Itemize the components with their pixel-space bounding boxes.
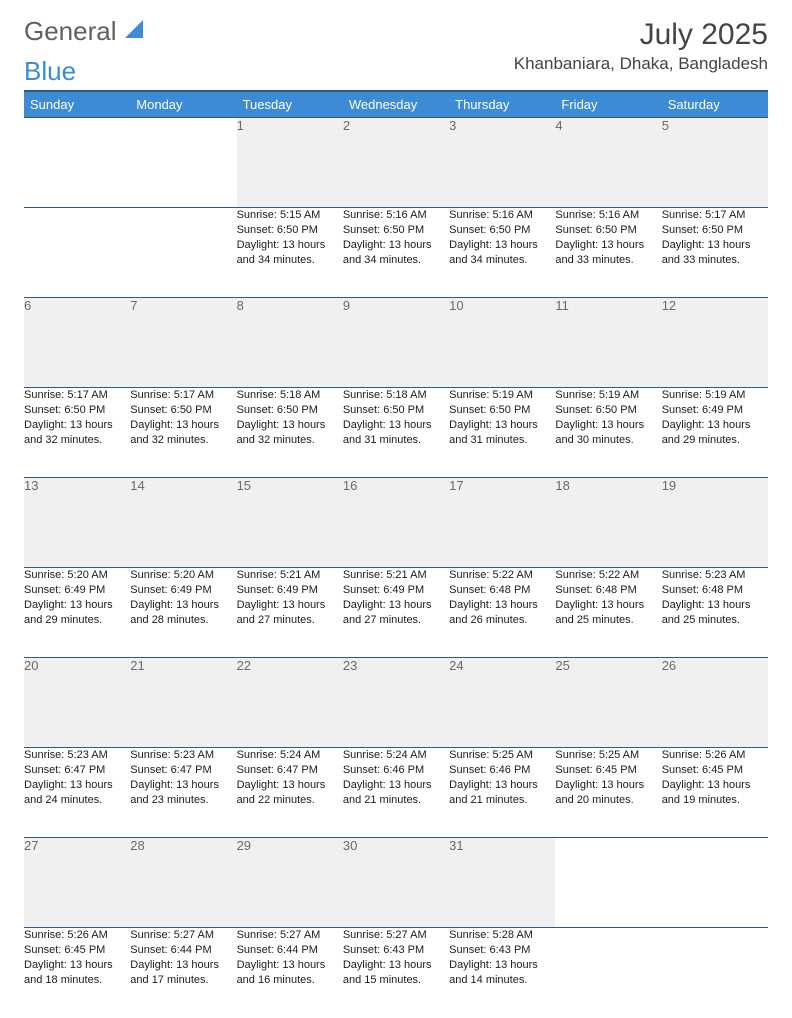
day-header: Saturday bbox=[662, 91, 768, 118]
location-label: Khanbaniara, Dhaka, Bangladesh bbox=[514, 54, 768, 74]
day-detail-cell: Sunrise: 5:20 AMSunset: 6:49 PMDaylight:… bbox=[130, 568, 236, 658]
day-number-cell: 3 bbox=[449, 118, 555, 208]
day-detail-cell: Sunrise: 5:21 AMSunset: 6:49 PMDaylight:… bbox=[343, 568, 449, 658]
day-detail-cell: Sunrise: 5:17 AMSunset: 6:50 PMDaylight:… bbox=[662, 208, 768, 298]
day-detail-cell: Sunrise: 5:17 AMSunset: 6:50 PMDaylight:… bbox=[130, 388, 236, 478]
day-detail-cell: Sunrise: 5:19 AMSunset: 6:49 PMDaylight:… bbox=[662, 388, 768, 478]
calendar-daynum-row: 6789101112 bbox=[24, 298, 768, 388]
day-detail-cell: Sunrise: 5:23 AMSunset: 6:47 PMDaylight:… bbox=[130, 748, 236, 838]
day-detail-cell: Sunrise: 5:18 AMSunset: 6:50 PMDaylight:… bbox=[237, 388, 343, 478]
day-number-cell: 9 bbox=[343, 298, 449, 388]
calendar-daynum-row: 12345 bbox=[24, 118, 768, 208]
title-block: July 2025 Khanbaniara, Dhaka, Bangladesh bbox=[514, 18, 768, 74]
day-number-cell: 18 bbox=[555, 478, 661, 568]
day-detail-cell: Sunrise: 5:20 AMSunset: 6:49 PMDaylight:… bbox=[24, 568, 130, 658]
calendar-detail-row: Sunrise: 5:15 AMSunset: 6:50 PMDaylight:… bbox=[24, 208, 768, 298]
day-detail-cell bbox=[130, 208, 236, 298]
calendar-daynum-row: 2728293031 bbox=[24, 838, 768, 928]
day-number-cell: 28 bbox=[130, 838, 236, 928]
day-header: Wednesday bbox=[343, 91, 449, 118]
day-number-cell: 29 bbox=[237, 838, 343, 928]
day-number-cell: 19 bbox=[662, 478, 768, 568]
day-number-cell: 31 bbox=[449, 838, 555, 928]
day-number-cell: 24 bbox=[449, 658, 555, 748]
day-number-cell: 20 bbox=[24, 658, 130, 748]
day-detail-cell: Sunrise: 5:15 AMSunset: 6:50 PMDaylight:… bbox=[237, 208, 343, 298]
day-number-cell: 10 bbox=[449, 298, 555, 388]
calendar-body: 12345Sunrise: 5:15 AMSunset: 6:50 PMDayl… bbox=[24, 118, 768, 1018]
calendar-daynum-row: 20212223242526 bbox=[24, 658, 768, 748]
day-detail-cell: Sunrise: 5:26 AMSunset: 6:45 PMDaylight:… bbox=[662, 748, 768, 838]
day-number-cell: 21 bbox=[130, 658, 236, 748]
day-detail-cell bbox=[24, 208, 130, 298]
day-number-cell: 22 bbox=[237, 658, 343, 748]
day-detail-cell: Sunrise: 5:25 AMSunset: 6:46 PMDaylight:… bbox=[449, 748, 555, 838]
calendar-daynum-row: 13141516171819 bbox=[24, 478, 768, 568]
day-number-cell: 2 bbox=[343, 118, 449, 208]
day-number-cell: 25 bbox=[555, 658, 661, 748]
calendar-detail-row: Sunrise: 5:20 AMSunset: 6:49 PMDaylight:… bbox=[24, 568, 768, 658]
logo-text-2: Blue bbox=[24, 58, 76, 84]
day-number-cell: 23 bbox=[343, 658, 449, 748]
day-detail-cell: Sunrise: 5:19 AMSunset: 6:50 PMDaylight:… bbox=[449, 388, 555, 478]
day-detail-cell: Sunrise: 5:25 AMSunset: 6:45 PMDaylight:… bbox=[555, 748, 661, 838]
day-detail-cell: Sunrise: 5:22 AMSunset: 6:48 PMDaylight:… bbox=[555, 568, 661, 658]
day-detail-cell: Sunrise: 5:16 AMSunset: 6:50 PMDaylight:… bbox=[343, 208, 449, 298]
logo-text-1: General bbox=[24, 18, 117, 44]
day-number-cell bbox=[555, 838, 661, 928]
day-number-cell: 16 bbox=[343, 478, 449, 568]
day-detail-cell: Sunrise: 5:24 AMSunset: 6:46 PMDaylight:… bbox=[343, 748, 449, 838]
day-number-cell: 12 bbox=[662, 298, 768, 388]
day-detail-cell: Sunrise: 5:17 AMSunset: 6:50 PMDaylight:… bbox=[24, 388, 130, 478]
day-detail-cell: Sunrise: 5:19 AMSunset: 6:50 PMDaylight:… bbox=[555, 388, 661, 478]
day-number-cell: 4 bbox=[555, 118, 661, 208]
day-number-cell bbox=[24, 118, 130, 208]
day-detail-cell: Sunrise: 5:26 AMSunset: 6:45 PMDaylight:… bbox=[24, 928, 130, 1018]
day-header: Sunday bbox=[24, 91, 130, 118]
day-number-cell bbox=[130, 118, 236, 208]
day-number-cell bbox=[662, 838, 768, 928]
day-detail-cell: Sunrise: 5:16 AMSunset: 6:50 PMDaylight:… bbox=[449, 208, 555, 298]
day-header: Friday bbox=[555, 91, 661, 118]
calendar-table: SundayMondayTuesdayWednesdayThursdayFrid… bbox=[24, 90, 768, 1018]
day-number-cell: 15 bbox=[237, 478, 343, 568]
day-number-cell: 17 bbox=[449, 478, 555, 568]
day-detail-cell: Sunrise: 5:27 AMSunset: 6:44 PMDaylight:… bbox=[237, 928, 343, 1018]
month-title: July 2025 bbox=[514, 18, 768, 52]
day-detail-cell: Sunrise: 5:27 AMSunset: 6:43 PMDaylight:… bbox=[343, 928, 449, 1018]
day-detail-cell: Sunrise: 5:22 AMSunset: 6:48 PMDaylight:… bbox=[449, 568, 555, 658]
calendar-header-row: SundayMondayTuesdayWednesdayThursdayFrid… bbox=[24, 91, 768, 118]
day-detail-cell: Sunrise: 5:23 AMSunset: 6:47 PMDaylight:… bbox=[24, 748, 130, 838]
day-detail-cell: Sunrise: 5:21 AMSunset: 6:49 PMDaylight:… bbox=[237, 568, 343, 658]
calendar-detail-row: Sunrise: 5:26 AMSunset: 6:45 PMDaylight:… bbox=[24, 928, 768, 1018]
day-detail-cell: Sunrise: 5:24 AMSunset: 6:47 PMDaylight:… bbox=[237, 748, 343, 838]
day-number-cell: 26 bbox=[662, 658, 768, 748]
day-detail-cell: Sunrise: 5:16 AMSunset: 6:50 PMDaylight:… bbox=[555, 208, 661, 298]
day-number-cell: 6 bbox=[24, 298, 130, 388]
day-number-cell: 5 bbox=[662, 118, 768, 208]
logo: General bbox=[24, 18, 145, 44]
day-number-cell: 8 bbox=[237, 298, 343, 388]
day-header: Monday bbox=[130, 91, 236, 118]
day-number-cell: 13 bbox=[24, 478, 130, 568]
day-detail-cell bbox=[662, 928, 768, 1018]
day-number-cell: 30 bbox=[343, 838, 449, 928]
day-detail-cell: Sunrise: 5:23 AMSunset: 6:48 PMDaylight:… bbox=[662, 568, 768, 658]
calendar-detail-row: Sunrise: 5:23 AMSunset: 6:47 PMDaylight:… bbox=[24, 748, 768, 838]
day-detail-cell bbox=[555, 928, 661, 1018]
day-header: Thursday bbox=[449, 91, 555, 118]
day-detail-cell: Sunrise: 5:28 AMSunset: 6:43 PMDaylight:… bbox=[449, 928, 555, 1018]
day-number-cell: 27 bbox=[24, 838, 130, 928]
day-header: Tuesday bbox=[237, 91, 343, 118]
calendar-detail-row: Sunrise: 5:17 AMSunset: 6:50 PMDaylight:… bbox=[24, 388, 768, 478]
day-number-cell: 11 bbox=[555, 298, 661, 388]
day-number-cell: 14 bbox=[130, 478, 236, 568]
day-detail-cell: Sunrise: 5:27 AMSunset: 6:44 PMDaylight:… bbox=[130, 928, 236, 1018]
day-number-cell: 1 bbox=[237, 118, 343, 208]
day-number-cell: 7 bbox=[130, 298, 236, 388]
logo-sail-icon bbox=[123, 18, 145, 44]
day-detail-cell: Sunrise: 5:18 AMSunset: 6:50 PMDaylight:… bbox=[343, 388, 449, 478]
